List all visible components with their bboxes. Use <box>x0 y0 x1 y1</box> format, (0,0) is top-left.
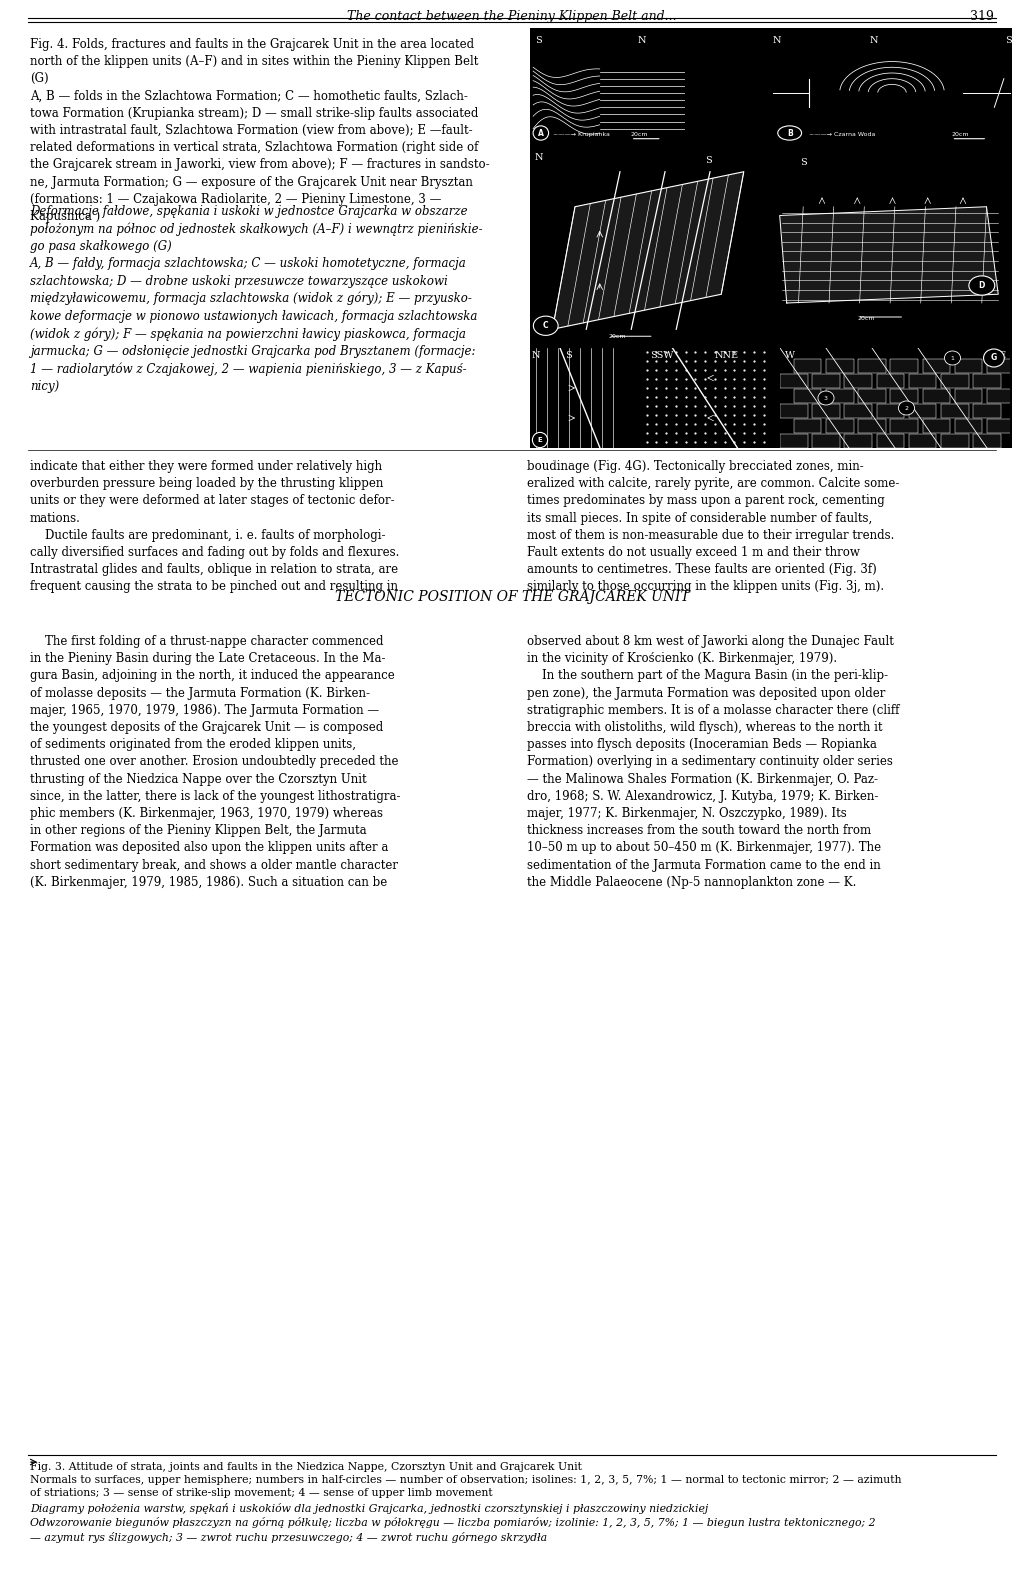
Text: NNE: NNE <box>715 351 739 360</box>
Circle shape <box>778 126 802 140</box>
Bar <box>891 359 918 373</box>
Bar <box>891 389 918 404</box>
Bar <box>909 405 936 418</box>
Text: A: A <box>538 129 544 137</box>
Bar <box>923 419 950 432</box>
Circle shape <box>532 432 548 448</box>
Bar <box>923 359 950 373</box>
Bar <box>812 375 840 388</box>
Text: The first folding of a thrust-nappe character commenced
in the Pieniny Basin dur: The first folding of a thrust-nappe char… <box>30 635 400 888</box>
Text: E: E <box>998 351 1006 360</box>
Text: 20cm: 20cm <box>608 333 627 340</box>
Text: 0,5m: 0,5m <box>826 458 842 463</box>
Bar <box>973 434 1000 448</box>
Circle shape <box>898 400 914 415</box>
Text: 3: 3 <box>824 396 828 400</box>
Bar <box>780 405 808 418</box>
Text: S: S <box>800 158 807 167</box>
Text: 20cm: 20cm <box>857 316 874 322</box>
Text: S: S <box>565 351 571 360</box>
Text: 10cm: 10cm <box>540 458 557 463</box>
Text: N: N <box>535 153 544 163</box>
Text: TECTONIC POSITION OF THE GRAJCAREK UNIT: TECTONIC POSITION OF THE GRAJCAREK UNIT <box>335 590 689 605</box>
Circle shape <box>534 126 549 140</box>
Text: 20cm: 20cm <box>951 132 969 137</box>
Bar <box>987 389 1015 404</box>
Text: Diagramy położenia warstw, spękań i uskokiów dla jednostki Grajcarka, jednostki : Diagramy położenia warstw, spękań i usko… <box>30 1502 876 1542</box>
Bar <box>987 419 1015 432</box>
Bar <box>923 389 950 404</box>
Text: N: N <box>532 351 541 360</box>
Text: D: D <box>979 281 985 290</box>
Bar <box>954 359 982 373</box>
Bar <box>812 434 840 448</box>
Text: SSW: SSW <box>650 351 674 360</box>
Text: B: B <box>786 129 793 137</box>
Bar <box>826 389 854 404</box>
Bar <box>909 434 936 448</box>
Text: G: G <box>991 354 997 362</box>
Text: E: E <box>538 437 543 443</box>
Text: 10cm: 10cm <box>673 458 690 463</box>
Bar <box>941 405 969 418</box>
Text: S: S <box>705 156 712 164</box>
Circle shape <box>534 316 558 335</box>
Bar <box>987 359 1015 373</box>
Text: The contact between the Pieniny Klippen Belt and...: The contact between the Pieniny Klippen … <box>347 10 677 22</box>
Bar <box>845 434 872 448</box>
Bar <box>973 405 1000 418</box>
Bar <box>845 375 872 388</box>
Bar <box>954 419 982 432</box>
Text: indicate that either they were formed under relatively high
overburden pressure : indicate that either they were formed un… <box>30 459 399 593</box>
Bar <box>826 359 854 373</box>
Bar <box>858 389 886 404</box>
Bar <box>780 434 808 448</box>
Text: N: N <box>900 289 908 297</box>
Text: 319: 319 <box>970 10 994 22</box>
Text: 20cm: 20cm <box>631 132 648 137</box>
Circle shape <box>983 349 1005 367</box>
Bar <box>858 419 886 432</box>
Text: N: N <box>773 37 781 45</box>
Text: S: S <box>535 37 542 45</box>
Bar <box>845 405 872 418</box>
Bar <box>909 375 936 388</box>
Bar <box>858 359 886 373</box>
Text: 2: 2 <box>904 405 908 410</box>
Bar <box>812 405 840 418</box>
Text: N: N <box>638 37 646 45</box>
Bar <box>877 375 904 388</box>
Text: boudinage (Fig. 4G). Tectonically brecciated zones, min-
eralized with calcite, : boudinage (Fig. 4G). Tectonically brecci… <box>527 459 899 593</box>
Bar <box>826 419 854 432</box>
Bar <box>954 389 982 404</box>
Bar <box>530 29 1012 448</box>
Text: S: S <box>1005 37 1012 45</box>
Text: observed about 8 km west of Jaworki along the Dunajec Fault
in the vicinity of K: observed about 8 km west of Jaworki alon… <box>527 635 899 888</box>
Circle shape <box>944 351 961 365</box>
Bar <box>877 405 904 418</box>
Bar <box>794 359 821 373</box>
Polygon shape <box>779 207 998 303</box>
Bar <box>780 375 808 388</box>
Text: W: W <box>785 351 795 360</box>
Text: Deformacje fałdowe, spękania i uskoki w jednostce Grajcarka w obszarze
położonym: Deformacje fałdowe, spękania i uskoki w … <box>30 206 482 392</box>
Text: ~——→ Krupianka: ~——→ Krupianka <box>553 132 610 137</box>
Polygon shape <box>553 172 743 329</box>
Bar <box>794 389 821 404</box>
Text: Fig. 4. Folds, fractures and faults in the Grajcarek Unit in the area located
no: Fig. 4. Folds, fractures and faults in t… <box>30 38 489 223</box>
Bar <box>941 375 969 388</box>
Text: ~——→ Czarna Woda: ~——→ Czarna Woda <box>809 132 876 137</box>
Text: N: N <box>870 37 879 45</box>
Bar <box>973 375 1000 388</box>
Bar <box>941 434 969 448</box>
Text: 1: 1 <box>950 356 954 360</box>
Circle shape <box>818 391 835 405</box>
Text: Fig. 3. Attitude of strata, joints and faults in the Niedzica Nappe, Czorsztyn U: Fig. 3. Attitude of strata, joints and f… <box>30 1463 901 1498</box>
Text: C: C <box>543 321 549 330</box>
Bar <box>891 419 918 432</box>
Circle shape <box>969 276 994 295</box>
Bar <box>794 419 821 432</box>
Bar <box>877 434 904 448</box>
